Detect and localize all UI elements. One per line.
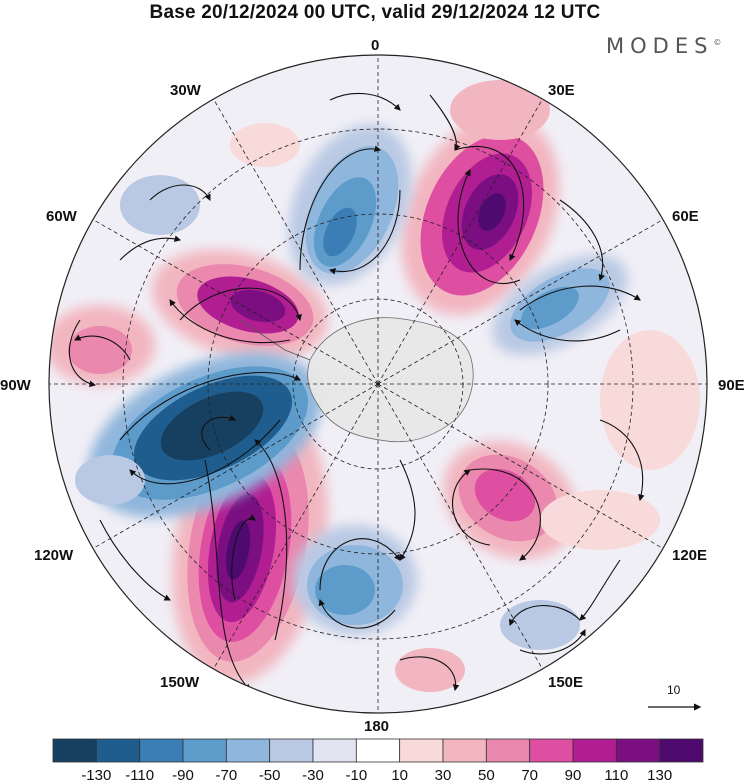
colorbar xyxy=(52,738,704,763)
colorbar-tick-label: -10 xyxy=(345,767,368,784)
lon-label-150w: 150W xyxy=(160,674,200,691)
lon-label-120e: 120E xyxy=(672,547,708,564)
colorbar-tick-label: 10 xyxy=(391,767,408,784)
map-disk xyxy=(49,55,707,713)
modes-logo: MODES© xyxy=(606,34,721,58)
colorbar-swatch xyxy=(312,738,357,763)
colorbar-tick-label: -30 xyxy=(302,767,324,784)
colorbar-tick-label: -130 xyxy=(81,767,112,784)
colorbar-swatch xyxy=(225,738,271,763)
lon-label-90e: 90E xyxy=(718,377,745,394)
lon-label-30w: 30W xyxy=(170,82,201,99)
colorbar-swatch xyxy=(52,738,97,763)
colorbar-swatch xyxy=(442,738,487,763)
colorbar-tick-label: 90 xyxy=(564,767,582,784)
graticule xyxy=(49,55,707,713)
colorbar-swatch xyxy=(572,738,617,763)
colorbar-tick-label: -70 xyxy=(215,767,238,784)
colorbar-tick-label: 110 xyxy=(604,767,629,784)
colorbar-swatch xyxy=(615,738,661,763)
colorbar-tick-label: 70 xyxy=(521,767,538,784)
map-title: Base 20/12/2024 00 UTC, valid 29/12/2024… xyxy=(149,2,601,23)
lon-label-90w: 90W xyxy=(0,377,31,394)
colorbar-tick-label: 50 xyxy=(477,767,495,784)
colorbar-tick-label: -50 xyxy=(258,767,281,784)
wind-streamlines xyxy=(68,92,645,692)
colorbar-swatch xyxy=(269,738,314,763)
colorbar-swatch xyxy=(399,738,444,763)
lon-label-30e: 30E xyxy=(548,82,575,99)
map-boundary xyxy=(48,54,708,714)
lon-label-0: 0 xyxy=(371,37,380,54)
lon-label-60w: 60W xyxy=(46,208,77,225)
colorbar-swatch xyxy=(355,738,401,763)
colorbar-swatch xyxy=(659,738,704,763)
colorbar-tick-label: 30 xyxy=(434,767,452,784)
colorbar-swatch xyxy=(182,738,227,763)
peninsula-coastline xyxy=(239,319,311,361)
colorbar-tick-label: -110 xyxy=(125,767,155,784)
colorbar-swatch xyxy=(529,738,574,763)
colorbar-swatch xyxy=(95,738,141,763)
brand-mark: © xyxy=(713,38,722,47)
antarctica-landmass xyxy=(307,317,474,443)
lon-label-180: 180 xyxy=(364,718,390,735)
colorbar-swatch xyxy=(139,738,184,763)
lon-label-60e: 60E xyxy=(672,208,699,225)
lon-label-150e: 150E xyxy=(548,674,584,691)
lon-label-120w: 120W xyxy=(34,547,74,564)
colorbar-tick-label: 130 xyxy=(647,767,673,784)
vector-scale-label: 10 xyxy=(667,683,681,697)
colorbar-tick-label: -90 xyxy=(172,767,194,784)
colorbar-swatch xyxy=(485,738,531,763)
brand-text: MODES xyxy=(606,34,714,58)
